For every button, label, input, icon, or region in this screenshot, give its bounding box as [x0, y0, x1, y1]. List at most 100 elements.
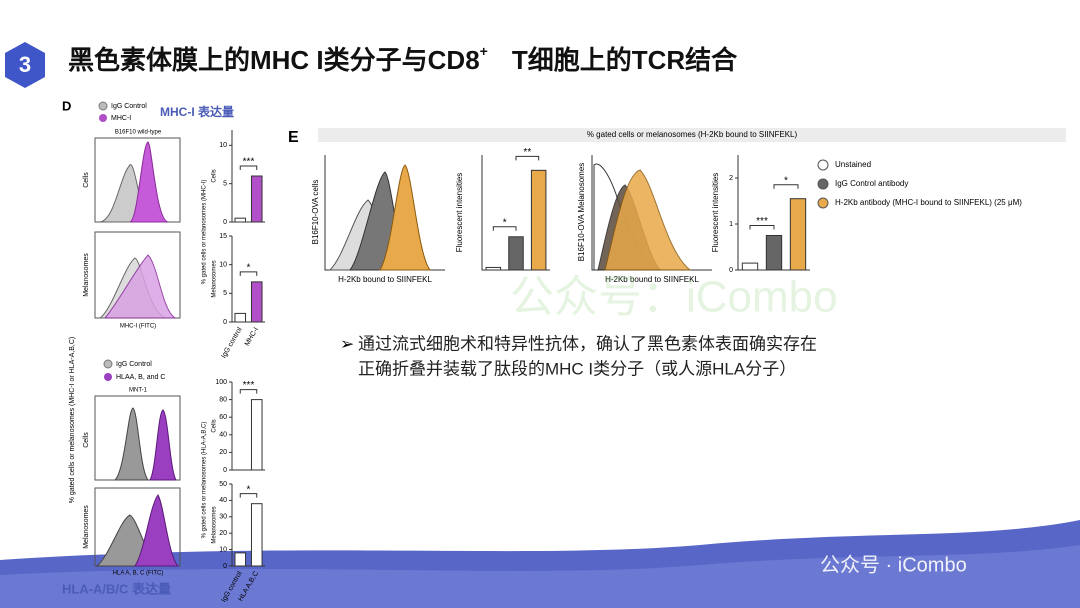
legend-label: Unstained — [835, 160, 871, 169]
sig-bracket — [515, 155, 540, 161]
legend-swatch — [104, 373, 112, 381]
row-label: Melanosomes — [212, 506, 218, 543]
sig-label: * — [784, 175, 788, 186]
row-label: Cells — [212, 419, 218, 432]
bar — [741, 262, 759, 271]
sig-bracket — [492, 226, 517, 231]
legend-label: HLAA, B, and C — [116, 374, 165, 381]
sig-bracket — [239, 271, 258, 276]
sig-label: ** — [523, 147, 531, 158]
row-label: Melanosomes — [212, 260, 218, 297]
bar — [765, 235, 783, 271]
histogram — [134, 494, 180, 567]
legend-label: IgG Control — [111, 103, 147, 110]
histogram — [129, 141, 169, 223]
y-tick-label: 10 — [219, 142, 227, 149]
title-part: T细胞上的TCR结合 — [512, 45, 738, 75]
y-tick-label: 50 — [219, 481, 227, 488]
panel-label: E — [288, 129, 299, 146]
histogram — [379, 164, 432, 271]
panel-label: D — [62, 98, 71, 113]
y-tick-label: 0 — [223, 467, 227, 474]
axis-line — [481, 155, 550, 271]
y-tick-label: 0 — [223, 219, 227, 226]
y-tick-label: 40 — [219, 432, 227, 439]
bar — [234, 312, 247, 323]
bar — [530, 169, 547, 271]
row-label: Melanosomes — [83, 253, 90, 297]
legend-swatch — [817, 197, 829, 209]
y-tick-label: 80 — [219, 396, 227, 403]
y-tick-label: 5 — [223, 181, 227, 188]
bar — [234, 552, 247, 567]
legend-swatch — [817, 159, 829, 171]
histogram — [149, 409, 177, 481]
y-tick-label: 60 — [219, 414, 227, 421]
x-label: HLA A, B, C (FITC) — [113, 571, 164, 577]
legend-swatch — [817, 178, 829, 190]
axis-label: B16F10-OVA cells — [311, 180, 320, 245]
panel-header: % gated cells or melanosomes (H-2Kb boun… — [587, 130, 798, 139]
legend-swatch — [99, 114, 107, 122]
y-tick-label: 40 — [219, 497, 227, 504]
bullet-text: 通过流式细胞术和特异性抗体，确认了黑色素体表面确实存在 — [358, 334, 817, 353]
sig-label: * — [247, 484, 251, 495]
sig-label: *** — [243, 157, 255, 168]
heading: HLA-A/B/C 表达量 — [62, 581, 171, 596]
title-sup: + — [480, 43, 488, 59]
y-tick-label: 1 — [729, 221, 733, 228]
sig-label: *** — [243, 380, 255, 391]
axis-label: Fluorescent intensities — [455, 173, 464, 253]
y-tick-label: 20 — [219, 530, 227, 537]
y-tick-label: 20 — [219, 449, 227, 456]
bar — [250, 281, 263, 323]
y-tick-label: 2 — [729, 175, 733, 182]
legend-label: MHC-I — [111, 115, 131, 122]
axis-label: % gated cells or melanosomes (MHC-I or H… — [69, 337, 76, 504]
legend: Unstained IgG Control antibody H-2Kb antib… — [817, 159, 1022, 209]
legend-swatch — [98, 101, 108, 111]
y-tick-label: 10 — [219, 546, 227, 553]
sig-label: * — [247, 263, 251, 274]
histogram — [604, 169, 692, 271]
bar — [250, 399, 263, 471]
x-label: MHC-I (FITC) — [120, 324, 156, 330]
y-tick-label: 0 — [223, 563, 227, 570]
y-tick-label: 0 — [223, 319, 227, 326]
histogram — [103, 254, 177, 319]
watermark: 公众号 · iCombo — [820, 553, 967, 576]
legend-label: IgG Control — [116, 361, 152, 368]
axis-label: H-2Kb bound to SIINFEKL — [605, 275, 699, 284]
bar — [485, 266, 502, 271]
section-number: 3 — [19, 52, 31, 77]
heading: MHC-I 表达量 — [160, 104, 234, 119]
axis-label: Fluorescent intensities — [711, 173, 720, 253]
bar — [234, 217, 247, 223]
legend-label: IgG Control antibody — [835, 179, 908, 188]
sig-bracket — [773, 184, 799, 189]
sig-label: *** — [756, 216, 768, 227]
bullet-mark: ➢ — [340, 334, 354, 353]
y-tick-label: 0 — [729, 267, 733, 274]
sig-bracket — [749, 225, 775, 230]
axis-label: % gated cells or melanosomes (HLA-A,B,C) — [202, 422, 208, 539]
title-part: 黑色素体膜上的MHC I类分子与CD8 — [68, 45, 480, 75]
watermark: 公众号：iCombo — [510, 273, 838, 322]
bar — [508, 236, 524, 271]
row-label: Cells — [83, 432, 90, 448]
row-label: Cells — [83, 172, 90, 188]
sig-label: * — [503, 217, 507, 228]
row-label: Melanosomes — [83, 505, 90, 549]
axis-label: % gated cells or melanosomes (MHC-I) — [202, 180, 208, 285]
bar — [789, 198, 807, 271]
bar — [250, 503, 263, 567]
histogram — [113, 407, 150, 481]
sig-bracket — [239, 165, 258, 170]
legend-swatch — [103, 359, 113, 369]
legend-label: H-2Kb antibody (MHC-I bound to SIINFEKL)… — [835, 198, 1022, 207]
y-tick-label: 5 — [223, 290, 227, 297]
number-badge — [5, 42, 45, 88]
